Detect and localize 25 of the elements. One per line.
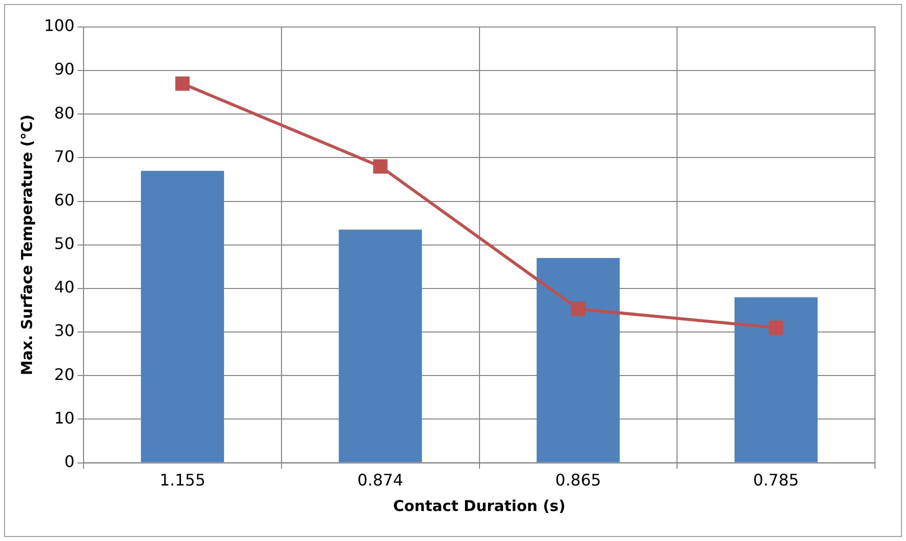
y-tick-label: 50 (54, 234, 75, 254)
x-axis-title: Contact Duration (s) (393, 496, 566, 515)
x-tick-label: 0.874 (357, 470, 404, 490)
y-tick-label: 20 (54, 364, 75, 384)
y-tick-label: 10 (54, 408, 75, 428)
y-tick-label: 80 (54, 103, 75, 122)
point (175, 76, 190, 91)
bar (338, 230, 422, 462)
y-tick-label: 60 (54, 190, 75, 210)
y-tick-label: 90 (54, 60, 75, 79)
y-tick-label: 30 (54, 321, 75, 340)
y-tick-label: 40 (54, 278, 75, 297)
x-tick-label: 0.785 (753, 470, 799, 490)
y-tick-label: 100 (44, 16, 75, 36)
x-tick-label: 0.865 (555, 470, 602, 490)
y-tick-label: 0 (64, 452, 75, 471)
point (768, 320, 784, 335)
point (373, 159, 388, 174)
x-tick-label: 1.155 (160, 470, 206, 490)
bar (734, 297, 818, 462)
bar (140, 170, 224, 462)
y-axis-title: Max. Surface Temperature (°C) (18, 114, 36, 376)
bar (536, 258, 620, 462)
y-tick-label: 70 (54, 146, 75, 166)
point (571, 302, 586, 316)
